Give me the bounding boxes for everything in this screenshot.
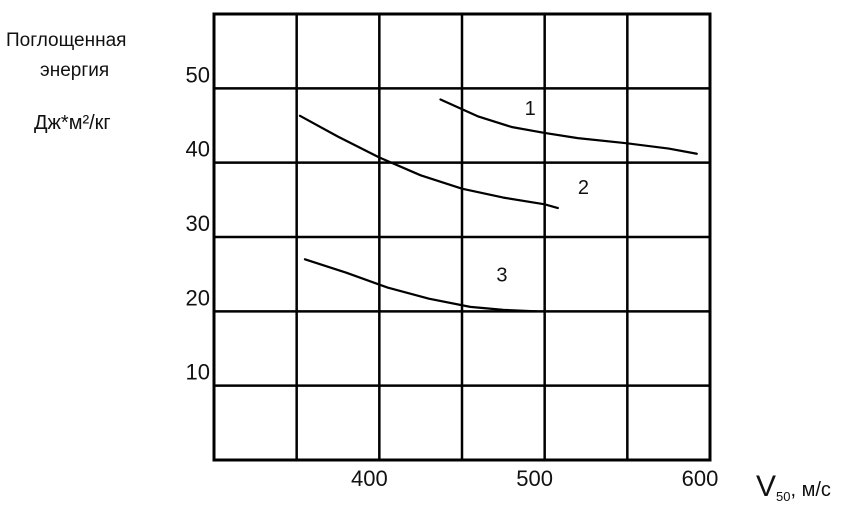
x-axis-label: V50, м/с <box>756 470 831 504</box>
x-axis-subscript: 50 <box>776 489 791 504</box>
series-lines <box>298 98 698 313</box>
series-line-2 <box>298 114 559 210</box>
x-tick-label: 500 <box>516 466 553 491</box>
series-label-1: 1 <box>525 98 536 120</box>
plot-frame <box>212 12 712 462</box>
x-axis-unit: , м/с <box>790 479 831 501</box>
series-label-3: 3 <box>496 264 507 286</box>
grid-lines <box>214 14 710 460</box>
series-line-3 <box>303 258 538 313</box>
series-labels: 1 2 3 <box>496 98 589 286</box>
y-axis-label-line-1: Поглощенная <box>6 30 127 51</box>
y-axis-label-line-2: энергия <box>40 60 110 81</box>
x-tick-label: 600 <box>682 466 719 491</box>
x-tick-labels: 400 500 600 <box>351 466 718 491</box>
y-tick-labels: 10 20 30 40 50 <box>186 62 210 384</box>
y-tick-label: 20 <box>186 285 210 310</box>
x-tick-label: 400 <box>351 466 388 491</box>
y-tick-label: 30 <box>186 211 210 236</box>
series-label-2: 2 <box>578 177 589 199</box>
x-axis-symbol: V <box>756 470 777 503</box>
series-line-1 <box>439 98 698 155</box>
y-tick-label: 40 <box>186 137 210 162</box>
y-tick-label: 50 <box>186 62 210 87</box>
y-axis-label-units: Дж*м²/кг <box>34 112 111 134</box>
y-tick-label: 10 <box>186 360 210 385</box>
